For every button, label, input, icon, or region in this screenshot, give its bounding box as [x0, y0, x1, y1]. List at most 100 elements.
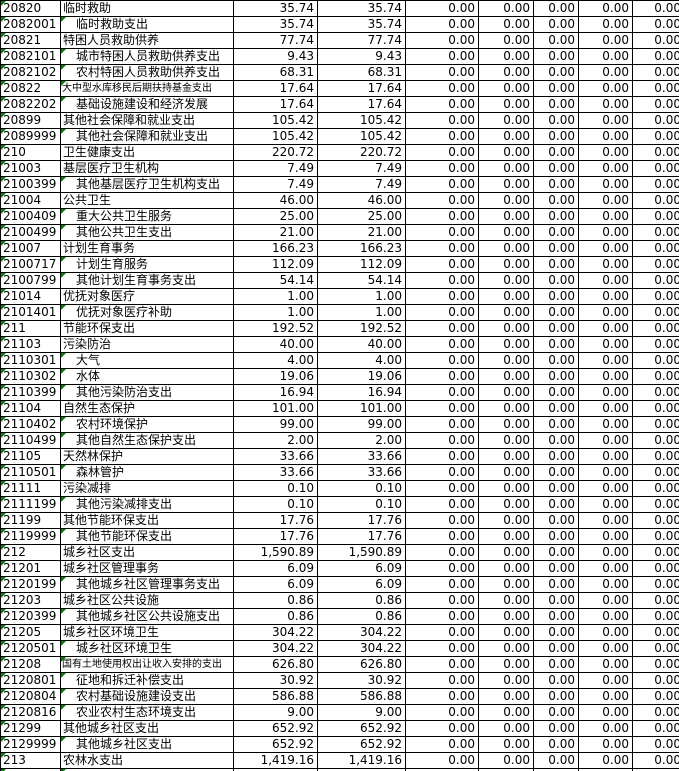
- amount-cell-1[interactable]: 9.00: [233, 704, 318, 721]
- zero-amount-cell[interactable]: 0.00: [533, 272, 579, 289]
- amount-cell-2[interactable]: 1,590.89: [317, 544, 406, 561]
- amount-cell-2[interactable]: 35.74: [317, 16, 406, 33]
- item-name-cell[interactable]: 农村特困人员救助供养支出: [60, 64, 234, 81]
- amount-cell-1[interactable]: 6.09: [233, 560, 318, 577]
- amount-cell-2[interactable]: 77.74: [317, 32, 406, 49]
- code-cell[interactable]: 21007: [0, 240, 61, 257]
- amount-cell-1[interactable]: 17.76: [233, 512, 318, 529]
- amount-cell-1[interactable]: 586.88: [233, 688, 318, 705]
- amount-cell-1[interactable]: 0.86: [233, 608, 318, 625]
- item-name-cell[interactable]: 计划生育服务: [60, 256, 234, 273]
- item-name-cell[interactable]: 重大公共卫生服务: [60, 208, 234, 225]
- zero-amount-cell[interactable]: 0.00: [533, 656, 579, 673]
- amount-cell-1[interactable]: 105.42: [233, 128, 318, 145]
- amount-cell-2[interactable]: 17.64: [317, 80, 406, 97]
- zero-amount-cell[interactable]: 0.00: [478, 64, 534, 81]
- zero-amount-cell[interactable]: 0.00: [632, 256, 679, 273]
- zero-amount-cell[interactable]: 0.00: [632, 160, 679, 177]
- zero-amount-cell[interactable]: 0.00: [632, 320, 679, 337]
- zero-amount-cell[interactable]: 0.00: [533, 592, 579, 609]
- amount-cell-2[interactable]: 16.94: [317, 384, 406, 401]
- amount-cell-2[interactable]: 626.80: [317, 656, 406, 673]
- code-cell[interactable]: 2100799: [0, 272, 61, 289]
- item-name-cell[interactable]: 大气: [60, 352, 234, 369]
- zero-amount-cell[interactable]: 0.00: [632, 528, 679, 545]
- zero-amount-cell[interactable]: 0.00: [533, 240, 579, 257]
- zero-amount-cell[interactable]: 0.00: [578, 752, 633, 769]
- zero-amount-cell[interactable]: 0.00: [578, 704, 633, 721]
- amount-cell-1[interactable]: 304.22: [233, 640, 318, 657]
- zero-amount-cell[interactable]: 0.00: [533, 176, 579, 193]
- zero-amount-cell[interactable]: 0.00: [405, 384, 479, 401]
- code-cell[interactable]: 21105: [0, 448, 61, 465]
- item-name-cell[interactable]: 城乡社区公共设施: [60, 592, 234, 609]
- amount-cell-1[interactable]: 17.76: [233, 528, 318, 545]
- amount-cell-2[interactable]: 105.42: [317, 128, 406, 145]
- item-name-cell[interactable]: 森林管护: [60, 464, 234, 481]
- zero-amount-cell[interactable]: 0.00: [578, 528, 633, 545]
- amount-cell-1[interactable]: 30.92: [233, 672, 318, 689]
- zero-amount-cell[interactable]: 0.00: [578, 192, 633, 209]
- item-name-cell[interactable]: 节能环保支出: [60, 320, 234, 337]
- zero-amount-cell[interactable]: 0.00: [533, 320, 579, 337]
- code-cell[interactable]: 20820: [0, 0, 61, 17]
- item-name-cell[interactable]: 城乡社区支出: [60, 544, 234, 561]
- zero-amount-cell[interactable]: 0.00: [405, 688, 479, 705]
- code-cell[interactable]: 211: [0, 320, 61, 337]
- item-name-cell[interactable]: 自然生态保护: [60, 400, 234, 417]
- code-cell[interactable]: 21103: [0, 336, 61, 353]
- amount-cell-2[interactable]: 9.43: [317, 48, 406, 65]
- zero-amount-cell[interactable]: 0.00: [405, 736, 479, 753]
- zero-amount-cell[interactable]: 0.00: [405, 32, 479, 49]
- amount-cell-1[interactable]: 33.66: [233, 448, 318, 465]
- code-cell[interactable]: 2111199: [0, 496, 61, 513]
- zero-amount-cell[interactable]: 0.00: [632, 448, 679, 465]
- zero-amount-cell[interactable]: 0.00: [478, 704, 534, 721]
- item-name-cell[interactable]: 其他污染防治支出: [60, 384, 234, 401]
- code-cell[interactable]: 2120501: [0, 640, 61, 657]
- zero-amount-cell[interactable]: 0.00: [405, 640, 479, 657]
- zero-amount-cell[interactable]: 0.00: [478, 736, 534, 753]
- zero-amount-cell[interactable]: 0.00: [478, 352, 534, 369]
- item-name-cell[interactable]: 农林水支出: [60, 752, 234, 769]
- amount-cell-1[interactable]: 652.92: [233, 736, 318, 753]
- zero-amount-cell[interactable]: 0.00: [533, 192, 579, 209]
- zero-amount-cell[interactable]: 0.00: [578, 368, 633, 385]
- code-cell[interactable]: 20821: [0, 32, 61, 49]
- zero-amount-cell[interactable]: 0.00: [533, 400, 579, 417]
- zero-amount-cell[interactable]: 0.00: [632, 544, 679, 561]
- amount-cell-1[interactable]: 4.00: [233, 352, 318, 369]
- amount-cell-2[interactable]: 30.92: [317, 672, 406, 689]
- code-cell[interactable]: 2110499: [0, 432, 61, 449]
- item-name-cell[interactable]: 水体: [60, 368, 234, 385]
- zero-amount-cell[interactable]: 0.00: [478, 560, 534, 577]
- zero-amount-cell[interactable]: 0.00: [405, 656, 479, 673]
- zero-amount-cell[interactable]: 0.00: [578, 96, 633, 113]
- code-cell[interactable]: 210: [0, 144, 61, 161]
- zero-amount-cell[interactable]: 0.00: [578, 432, 633, 449]
- zero-amount-cell[interactable]: 0.00: [533, 496, 579, 513]
- zero-amount-cell[interactable]: 0.00: [632, 432, 679, 449]
- amount-cell-2[interactable]: 166.23: [317, 240, 406, 257]
- zero-amount-cell[interactable]: 0.00: [478, 160, 534, 177]
- item-name-cell[interactable]: 优抚对象医疗: [60, 288, 234, 305]
- amount-cell-1[interactable]: 1,590.89: [233, 544, 318, 561]
- code-cell[interactable]: 213: [0, 752, 61, 769]
- zero-amount-cell[interactable]: 0.00: [632, 592, 679, 609]
- item-name-cell[interactable]: 城乡社区管理事务: [60, 560, 234, 577]
- zero-amount-cell[interactable]: 0.00: [405, 624, 479, 641]
- item-name-cell[interactable]: 基层医疗卫生机构: [60, 160, 234, 177]
- code-cell[interactable]: 21205: [0, 624, 61, 641]
- zero-amount-cell[interactable]: 0.00: [533, 736, 579, 753]
- zero-amount-cell[interactable]: 0.00: [632, 576, 679, 593]
- item-name-cell[interactable]: 国有土地使用权出让收入安排的支出: [60, 656, 234, 673]
- amount-cell-1[interactable]: 25.00: [233, 208, 318, 225]
- zero-amount-cell[interactable]: 0.00: [405, 224, 479, 241]
- zero-amount-cell[interactable]: 0.00: [578, 64, 633, 81]
- zero-amount-cell[interactable]: 0.00: [632, 96, 679, 113]
- zero-amount-cell[interactable]: 0.00: [533, 416, 579, 433]
- zero-amount-cell[interactable]: 0.00: [578, 16, 633, 33]
- zero-amount-cell[interactable]: 0.00: [405, 480, 479, 497]
- zero-amount-cell[interactable]: 0.00: [478, 624, 534, 641]
- item-name-cell[interactable]: 计划生育事务: [60, 240, 234, 257]
